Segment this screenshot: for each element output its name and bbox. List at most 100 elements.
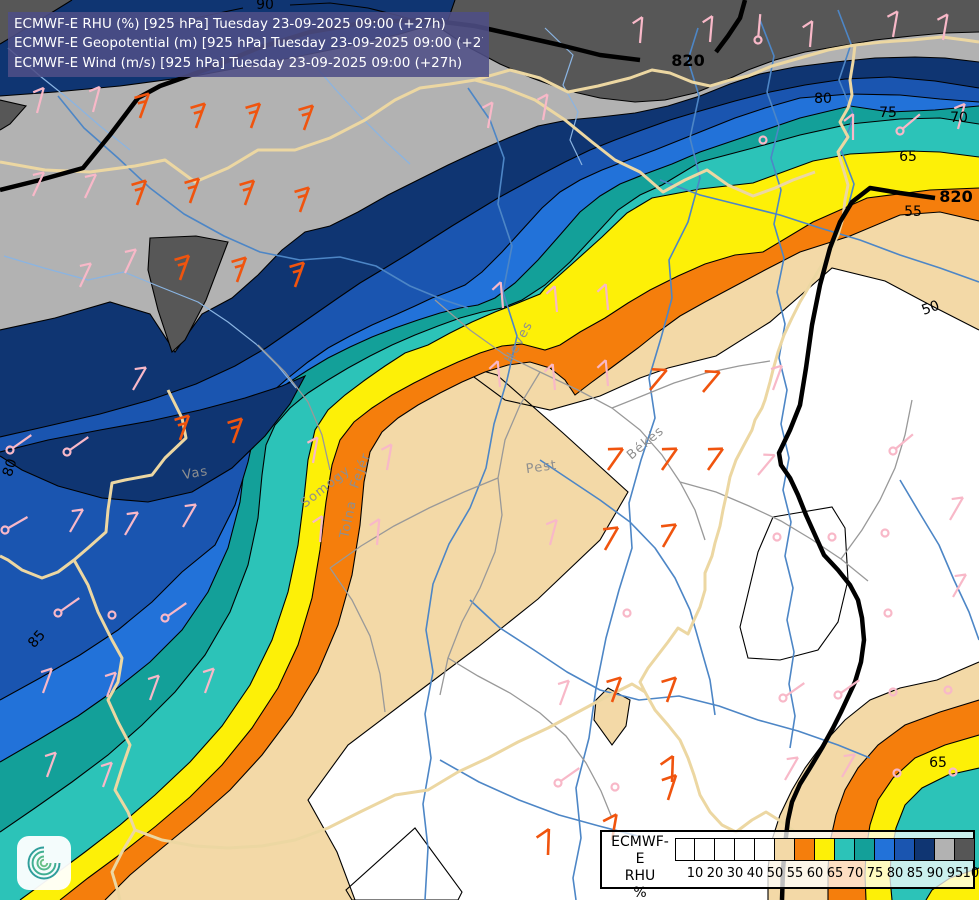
wind-barb bbox=[802, 20, 814, 48]
wind-barb bbox=[557, 679, 570, 706]
spiral-arc bbox=[39, 858, 49, 868]
county-boundary bbox=[439, 371, 541, 696]
legend-title-line-2: RHU bbox=[624, 868, 656, 885]
rh-patch-navy-contour bbox=[0, 374, 307, 503]
legend-tick: 65 bbox=[826, 866, 844, 881]
wind-barb bbox=[758, 135, 768, 145]
county-label: Vas bbox=[181, 464, 209, 483]
wind-barb bbox=[888, 433, 914, 456]
river bbox=[439, 759, 639, 837]
legend-swatch-30 bbox=[715, 838, 735, 861]
legend-swatch-65 bbox=[815, 838, 835, 861]
wind-barb bbox=[184, 177, 201, 204]
wind-barb bbox=[306, 436, 319, 464]
geopotential-820-north-b bbox=[714, 0, 748, 54]
country-border bbox=[638, 44, 857, 693]
wind-barb bbox=[948, 767, 958, 777]
wind-barb bbox=[895, 113, 921, 136]
river bbox=[422, 87, 518, 900]
river bbox=[759, 19, 796, 749]
legend-tick-row: 1020304050556065707580859095100 bbox=[675, 864, 979, 882]
wind-barb bbox=[190, 102, 207, 129]
wind-barb bbox=[124, 511, 139, 536]
legend-swatch-55 bbox=[775, 838, 795, 861]
rh-band-65-70-contour bbox=[19, 150, 979, 900]
wind-barb bbox=[160, 602, 187, 623]
wind-barb bbox=[131, 179, 148, 206]
wind-barb bbox=[543, 363, 557, 391]
wind-barb bbox=[702, 369, 721, 393]
legend-tick: 55 bbox=[786, 866, 804, 881]
wind-barb bbox=[606, 676, 623, 703]
rh-band-90-95-contour bbox=[0, 56, 979, 353]
wind-barb bbox=[553, 767, 580, 788]
wind-barb bbox=[298, 104, 315, 131]
wind-barb bbox=[312, 515, 324, 543]
wind-barb bbox=[0, 516, 29, 535]
contour-label: 90 bbox=[256, 0, 274, 13]
wind-barb bbox=[772, 532, 782, 542]
wind-barb bbox=[132, 366, 147, 391]
wind-barb bbox=[632, 16, 644, 44]
wind-barb bbox=[661, 774, 678, 801]
wind-barb bbox=[943, 685, 953, 695]
map-title-block: ECMWF-E RHU (%) [925 hPa] Tuesday 23-09-… bbox=[8, 12, 489, 78]
wind-barb bbox=[841, 753, 856, 778]
legend-tick: 60 bbox=[806, 866, 824, 881]
wind-barb bbox=[239, 179, 256, 206]
country-border bbox=[474, 35, 979, 94]
river bbox=[899, 479, 979, 641]
wind-barb bbox=[952, 573, 967, 598]
legend-title: ECMWF-E RHU% bbox=[608, 834, 672, 900]
legend-tick: 100 bbox=[962, 866, 979, 881]
wind-barb bbox=[953, 102, 966, 130]
wind-barb bbox=[660, 523, 678, 548]
rh-band-70-75-contour bbox=[0, 117, 979, 833]
country-border bbox=[0, 389, 188, 580]
geopotential-label: 820 bbox=[671, 51, 704, 70]
country-border bbox=[72, 559, 137, 900]
legend: ECMWF-E RHU% 10 20 30 40 50 55 60 65 70 75 80 85 90 95… bbox=[600, 830, 979, 900]
wind-barb bbox=[536, 93, 549, 121]
wind-barb bbox=[62, 436, 89, 457]
legend-swatch-10 bbox=[675, 838, 695, 861]
wind-barb bbox=[602, 526, 620, 551]
river bbox=[469, 599, 871, 759]
wind-barb bbox=[610, 782, 620, 792]
river bbox=[309, 59, 411, 165]
county-boundary bbox=[840, 399, 913, 560]
wind-barb bbox=[231, 256, 248, 283]
wind-barb bbox=[227, 417, 244, 444]
map-title-line-3: ECMWF-E Wind (m/s) [925 hPa] Tuesday 23-… bbox=[14, 54, 463, 71]
wind-barb bbox=[784, 756, 799, 781]
legend-swatch-50 bbox=[755, 838, 775, 861]
contour-blob bbox=[739, 506, 849, 661]
spiral-arc bbox=[31, 850, 57, 876]
wind-barb bbox=[702, 15, 714, 43]
wind-barb bbox=[100, 761, 113, 788]
legend-title-line-3: % bbox=[633, 885, 647, 900]
wind-barb bbox=[380, 443, 393, 471]
wind-barb bbox=[174, 254, 191, 281]
tan-kite bbox=[593, 687, 631, 746]
county-boundary bbox=[329, 477, 499, 569]
river bbox=[57, 95, 469, 309]
wind-barb bbox=[40, 667, 53, 694]
wind-barb bbox=[770, 364, 783, 391]
legend-swatch-40 bbox=[735, 838, 755, 861]
wind-barb bbox=[936, 13, 949, 41]
rh-band-85-90-contour bbox=[0, 76, 979, 438]
wind-barb bbox=[107, 610, 117, 620]
legend-swatch-row bbox=[675, 838, 975, 861]
contour-label: 70 bbox=[950, 110, 968, 126]
wind-barb bbox=[481, 101, 494, 129]
rh-notch-dgray-contour bbox=[0, 99, 28, 131]
legend-tick: 85 bbox=[906, 866, 924, 881]
wind-barb bbox=[32, 171, 45, 197]
legend-swatch-20 bbox=[695, 838, 715, 861]
county-boundary bbox=[257, 344, 331, 471]
country-border bbox=[134, 682, 796, 850]
wind-barb bbox=[88, 85, 101, 113]
legend-swatch-75 bbox=[855, 838, 875, 861]
spiral-arc bbox=[36, 855, 52, 871]
